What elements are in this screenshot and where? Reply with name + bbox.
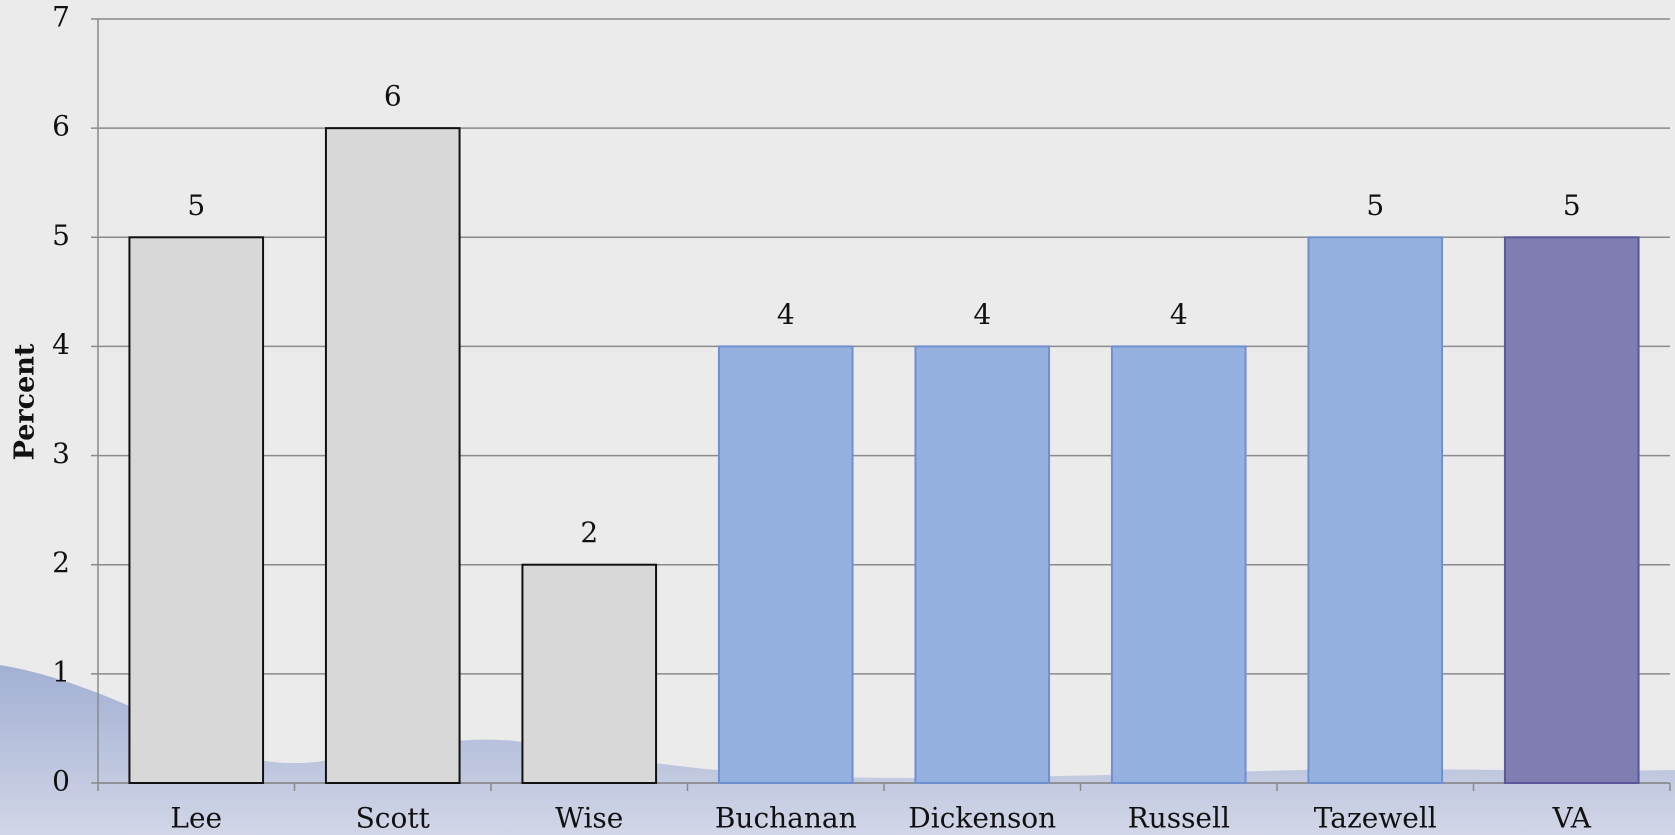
x-tick-label: Scott [356,802,431,835]
bar [1503,236,1640,785]
y-axis-label: Percent [10,343,41,460]
bar [128,236,265,785]
value-label: 2 [580,516,598,549]
value-label: 5 [1366,189,1384,222]
value-label: 5 [1563,189,1581,222]
bar [324,127,461,784]
y-tick-label: 1 [52,655,70,688]
y-tick-label: 2 [52,546,70,579]
x-tick-label: Russell [1128,802,1230,835]
value-label: 4 [777,298,795,331]
y-tick-label: 5 [52,219,70,252]
x-tick-label: Wise [555,802,623,835]
value-label: 5 [187,189,205,222]
y-tick-label: 7 [52,1,70,34]
bar [717,345,854,784]
background-mountains [0,665,1675,835]
x-tick-label: Buchanan [715,802,857,835]
bar [1307,236,1444,785]
bar [521,563,658,785]
y-tick-label: 4 [52,328,70,361]
x-tick-label: Tazewell [1314,802,1437,835]
x-tick-label: VA [1551,802,1591,835]
x-tick-label: Dickenson [908,802,1056,835]
bar [914,345,1051,784]
value-label: 6 [384,80,402,113]
value-label: 4 [1170,298,1188,331]
y-tick-label: 3 [52,437,70,470]
value-label: 4 [973,298,991,331]
y-tick-label: 0 [52,765,70,798]
bar [1110,345,1247,784]
y-tick-label: 6 [52,110,70,143]
x-tick-label: Lee [170,802,222,835]
